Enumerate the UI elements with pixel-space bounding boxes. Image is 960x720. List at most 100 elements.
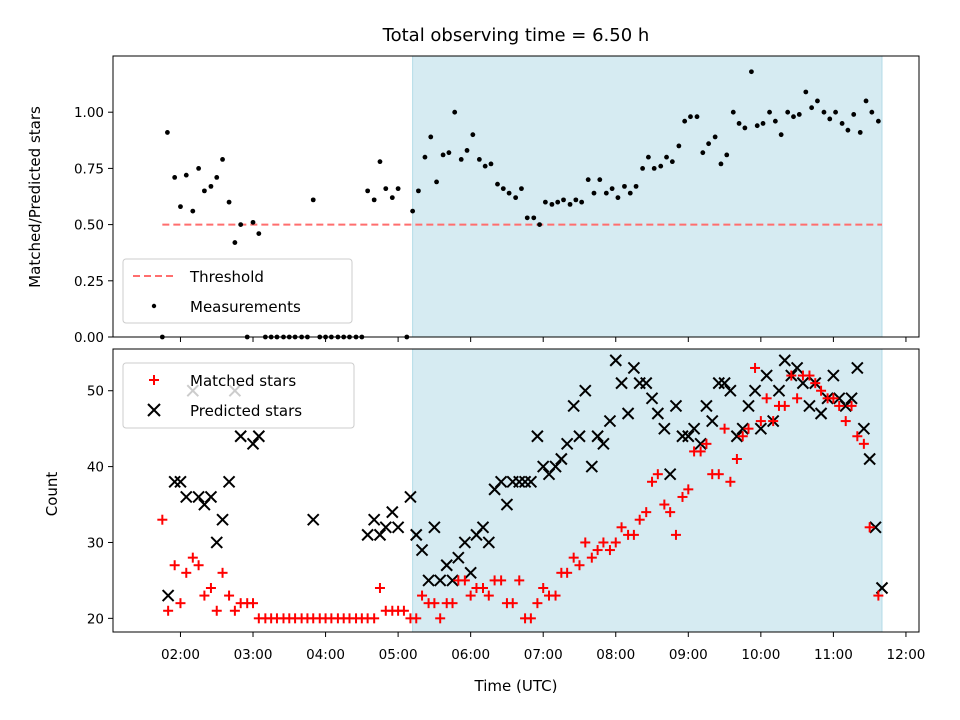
measurement-point: [658, 163, 664, 169]
predicted-point: [513, 475, 526, 488]
predicted-point: [814, 407, 828, 420]
measurement-point: [796, 112, 802, 117]
measurement-point: [310, 197, 316, 203]
matched-point: [248, 598, 259, 609]
matched-point: [677, 491, 688, 502]
measurement-point: [749, 69, 754, 75]
matched-point: [465, 590, 476, 601]
measurement-point: [476, 157, 482, 162]
measurement-point: [730, 109, 736, 115]
matched-legend-swatch: [149, 375, 159, 385]
top-y-tick-label: 1.00: [74, 105, 104, 121]
measurement-point: [428, 134, 434, 140]
predicted-point: [796, 376, 810, 390]
matched-point: [743, 423, 754, 434]
measurement-point: [809, 105, 815, 111]
matched-point: [852, 431, 863, 442]
predicted-point: [204, 490, 218, 504]
measurement-point: [395, 186, 401, 192]
predicted-point: [869, 521, 882, 534]
measurement-point: [506, 190, 512, 196]
predicted-point: [234, 430, 247, 443]
predicted-point: [216, 513, 229, 526]
measurement-point: [165, 130, 170, 135]
matched-point: [828, 393, 839, 404]
predicted-point: [573, 430, 586, 443]
matched-legend-label: Matched stars: [190, 372, 296, 390]
predicted-point: [560, 437, 574, 451]
matched-point: [647, 476, 658, 487]
predicted-point: [210, 536, 223, 549]
matched-point: [840, 416, 851, 427]
predicted-point: [500, 498, 514, 511]
predicted-point: [222, 475, 236, 488]
matched-point: [634, 514, 645, 525]
predicted-point: [446, 574, 459, 587]
matched-point: [417, 590, 428, 601]
predicted-point: [174, 475, 187, 488]
matched-point: [779, 400, 790, 411]
matched-point: [369, 613, 380, 624]
predicted-point: [422, 574, 435, 587]
top-x-ticks: [179, 337, 907, 342]
matched-point: [163, 605, 174, 616]
measurement-point: [863, 98, 869, 104]
measurement-point: [524, 215, 530, 221]
measurement-point: [609, 186, 615, 192]
predicted-point: [494, 475, 508, 488]
predicted-point: [609, 354, 622, 367]
bottom-x-ticks: 02:00 03:00 04:00 05:00 06:00 07:00 08:00 09:00…: [161, 632, 925, 663]
predicted-point: [790, 361, 804, 375]
measurements-series: [159, 69, 881, 340]
bottom-y-tick-label: 50: [87, 384, 104, 400]
measurement-point: [434, 179, 439, 185]
measurement-point: [857, 130, 863, 135]
x-tick-label: 12:00: [886, 647, 925, 663]
matched-point: [429, 598, 440, 609]
measurement-point: [452, 109, 458, 115]
measurement-point: [676, 143, 682, 149]
x-tick-label: 10:00: [741, 647, 780, 663]
predicted-point: [161, 589, 175, 602]
matched-point: [169, 560, 180, 571]
matched-point: [725, 476, 736, 487]
measurement-point: [682, 118, 688, 124]
predicted-point: [706, 414, 719, 428]
top-y-tick-label: 0.50: [74, 218, 104, 234]
bottom-legend-box: [122, 362, 355, 429]
x-tick-label: 06:00: [451, 647, 490, 663]
x-tick-label: 04:00: [306, 647, 345, 663]
matched-point: [211, 605, 222, 616]
matched-point: [604, 545, 615, 556]
chart-title: Total observing time = 6.50 h: [382, 25, 650, 46]
measurement-point: [555, 199, 561, 205]
predicted-point: [754, 422, 768, 435]
measurement-point: [585, 177, 591, 183]
matched-point: [477, 582, 488, 593]
predicted-point: [391, 521, 405, 534]
predicted-point: [682, 430, 695, 443]
matched-point: [804, 370, 815, 381]
matched-point: [755, 416, 766, 427]
predicted-point: [168, 475, 181, 488]
matched-point: [187, 552, 198, 563]
measurement-point: [500, 186, 506, 192]
predicted-point: [748, 384, 762, 397]
matched-point: [193, 560, 204, 571]
predicted-point: [373, 528, 387, 542]
predicted-point: [386, 505, 399, 519]
predicted-point: [724, 384, 737, 397]
matched-point: [695, 446, 706, 457]
predicted-point: [440, 559, 453, 572]
predicted-point: [640, 376, 653, 390]
predicted-point: [433, 574, 447, 587]
measurement-point: [845, 127, 851, 133]
measurement-point: [724, 152, 730, 158]
measurement-point: [549, 201, 555, 207]
top-y-tick-label: 0.25: [74, 274, 104, 290]
predicted-point: [567, 399, 580, 413]
matched-point: [659, 499, 670, 510]
matched-point: [483, 590, 494, 601]
measurements-legend-swatch: [151, 303, 157, 309]
